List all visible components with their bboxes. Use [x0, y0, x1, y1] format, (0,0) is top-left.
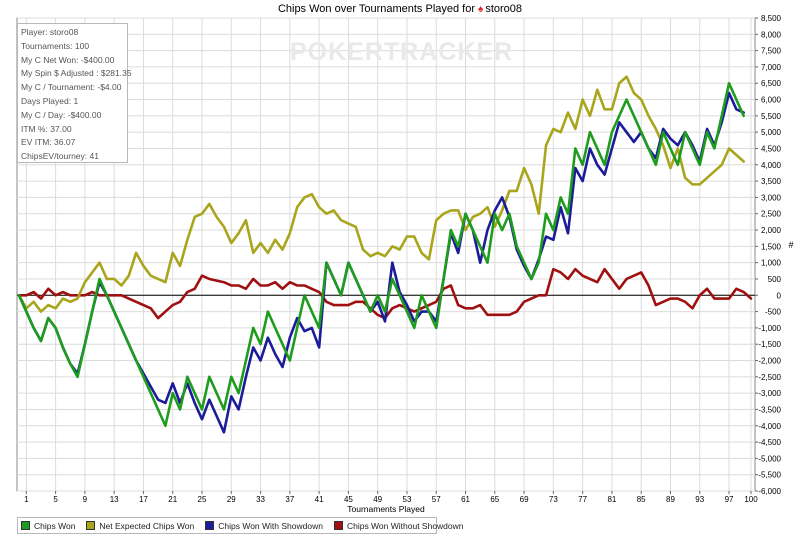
- y-tick-label: -3,500: [758, 405, 781, 414]
- stat-ev-itm: EV ITM: 36.07: [21, 137, 76, 148]
- x-tick-label: 5: [53, 495, 58, 504]
- x-tick-label: 93: [695, 495, 704, 504]
- stat-days-played: Days Played: 1: [21, 95, 79, 106]
- y-axis-title: #: [788, 240, 793, 250]
- y-tick-label: -6,000: [758, 487, 781, 496]
- y-tick-label: -4,500: [758, 438, 781, 447]
- y-tick-label: -1,000: [758, 324, 781, 333]
- x-axis-title: Tournaments Played: [347, 504, 425, 514]
- watermark-logo: POKERTRACKER: [290, 38, 514, 66]
- x-tick-label: 57: [432, 495, 441, 504]
- y-tick-label: 3,000: [761, 193, 782, 202]
- y-tick-label: 0: [777, 291, 782, 300]
- y-tick-label: -2,500: [758, 373, 781, 382]
- y-tick-label: 6,500: [761, 79, 782, 88]
- series-lines: [17, 75, 753, 434]
- y-tick-label: 2,000: [761, 226, 782, 235]
- series-line-net-expected-chips-won: [17, 75, 745, 313]
- y-tick-label: -2,000: [758, 357, 781, 366]
- x-tick-label: 97: [725, 495, 734, 504]
- legend-item-with-showdown[interactable]: Chips Won With Showdown: [205, 521, 323, 531]
- stat-per-day: My C / Day: -$400.00: [21, 109, 102, 120]
- y-tick-label: 7,000: [761, 63, 782, 72]
- x-tick-label: 85: [637, 495, 646, 504]
- legend-swatch-without-showdown: [333, 521, 343, 530]
- y-tick-label: 1,000: [761, 259, 782, 268]
- y-tick-label: -5,500: [758, 471, 781, 480]
- y-tick-label: 5,500: [761, 112, 782, 121]
- y-tick-label: 2,500: [761, 210, 782, 219]
- x-tick-label: 33: [256, 495, 265, 504]
- legend-swatch-net-expected: [86, 521, 96, 530]
- x-tick-labels: 1 5 9 13 17 21 25 29 33 37 41 45 49 53 57 61 65 69 73 77 81 8…: [24, 495, 758, 504]
- legend-item-without-showdown[interactable]: Chips Won Without Showdown: [333, 520, 464, 531]
- legend-label-net-expected: Net Expected Chips Won: [99, 520, 195, 531]
- stat-tournaments: Tournaments: 100: [21, 40, 90, 51]
- y-tick-label: 8,500: [761, 14, 782, 23]
- legend: Chips Won Net Expected Chips Won Chips W…: [17, 517, 464, 534]
- x-tick-label: 21: [168, 495, 177, 504]
- stat-itm: ITM %: 37.00: [21, 123, 72, 134]
- y-tick-label: -4,000: [758, 422, 781, 431]
- legend-label-chips-won: Chips Won: [34, 520, 76, 531]
- y-tick-label: 4,000: [761, 161, 782, 170]
- y-tick-label: -500: [765, 308, 782, 317]
- x-tick-label: 1: [24, 495, 29, 504]
- x-tick-label: 49: [373, 495, 382, 504]
- x-tick-label: 77: [578, 495, 587, 504]
- y-tick-label: 500: [768, 275, 782, 284]
- x-tick-label: 45: [344, 495, 353, 504]
- legend-swatch-with-showdown: [205, 521, 215, 530]
- poker-chip-icon: ♠: [478, 4, 484, 15]
- chart-title-text: Chips Won over Tournaments Played for: [277, 3, 476, 15]
- x-tick-label: 89: [666, 495, 675, 504]
- y-tick-label: -5,000: [758, 454, 781, 463]
- x-tick-label: 17: [139, 495, 148, 504]
- legend-item-chips-won[interactable]: Chips Won: [21, 521, 75, 531]
- x-tick-label: 65: [490, 495, 499, 504]
- y-tick-label: -1,500: [758, 340, 781, 349]
- y-tick-label: 6,000: [761, 96, 782, 105]
- chart-title: Chips Won over Tournaments Played for ♠ st…: [0, 3, 800, 15]
- x-tick-label: 53: [403, 495, 412, 504]
- x-tick-label: 73: [549, 495, 558, 504]
- y-tick-labels: 8,500 8,000 7,500 7,000 6,500 6,000 5,500 5,000…: [758, 14, 781, 496]
- series-line-chips-won: [17, 81, 745, 428]
- legend-label-without-showdown: Chips Won Without Showdown: [346, 520, 464, 531]
- legend-label-with-showdown: Chips Won With Showdown: [218, 520, 323, 531]
- x-tick-label: 41: [315, 495, 324, 504]
- y-tick-label: 3,500: [761, 177, 782, 186]
- x-gridlines: [25, 18, 752, 494]
- x-tick-label: 29: [227, 495, 236, 504]
- x-tick-label: 61: [461, 495, 470, 504]
- legend-item-net-expected[interactable]: Net Expected Chips Won: [86, 521, 194, 531]
- y-tick-label: 8,000: [761, 30, 782, 39]
- stats-box: Player: storo08 Tournaments: 100 My C Ne…: [17, 23, 132, 163]
- x-tick-label: 13: [110, 495, 119, 504]
- stat-spin-adjusted: My Spin $ Adjusted : $281.35: [21, 68, 132, 79]
- x-tick-label: 81: [607, 495, 616, 504]
- y-tick-label: 7,500: [761, 47, 782, 56]
- y-tick-label: -3,000: [758, 389, 781, 398]
- legend-swatch-chips-won: [21, 521, 30, 530]
- stat-net-won: My C Net Won: -$400.00: [21, 54, 115, 65]
- x-tick-label: 9: [83, 495, 88, 504]
- stat-per-tournament: My C / Tournament: -$4.00: [21, 82, 122, 93]
- y-tick-label: 4,500: [761, 144, 782, 153]
- x-tick-label: 100: [744, 495, 758, 504]
- x-tick-label: 69: [520, 495, 529, 504]
- stat-player: Player: storo08: [21, 27, 79, 37]
- stat-chipsev: ChipsEV/tourney: 41: [21, 151, 99, 162]
- y-tick-label: 1,500: [761, 242, 782, 251]
- x-tick-label: 37: [285, 495, 294, 504]
- x-tick-label: 25: [198, 495, 207, 504]
- y-tick-label: 5,000: [761, 128, 782, 137]
- chart-title-player: storo08: [485, 3, 523, 15]
